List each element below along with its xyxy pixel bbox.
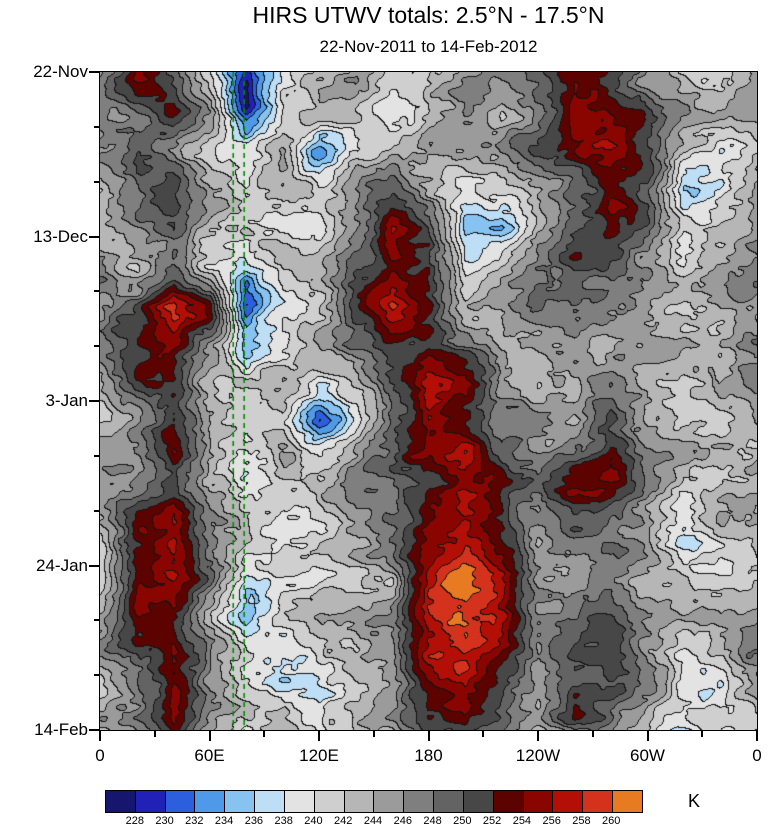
x-axis-major-tick xyxy=(537,731,539,741)
y-axis-tick-label: 24-Jan xyxy=(36,555,88,575)
x-axis-minor-tick xyxy=(482,731,485,737)
y-axis-tick-label: 14-Feb xyxy=(34,720,88,739)
y-axis-major-tick xyxy=(89,235,100,238)
x-axis-major-tick xyxy=(427,731,430,741)
colorbar-tick-label: 258 xyxy=(572,815,591,827)
colorbar-cell xyxy=(165,791,196,812)
y-axis-tick-label: 13-Dec xyxy=(33,226,88,246)
x-axis-tick-label: 120W xyxy=(515,746,561,765)
x-axis-tick-label: 0 xyxy=(752,746,762,765)
x-axis-major-tick xyxy=(208,731,211,741)
colorbar-tick-label: 238 xyxy=(274,815,293,827)
colorbar-tick-label: 234 xyxy=(214,815,234,827)
colorbar-cell xyxy=(106,791,136,812)
colorbar-cell xyxy=(374,791,405,812)
y-axis-minor-tick xyxy=(94,509,100,512)
plot-area xyxy=(99,71,758,731)
y-axis-tick-label: 3-Jan xyxy=(45,391,88,410)
x-axis-tick-label: 180 xyxy=(414,746,443,765)
colorbar-cell xyxy=(613,791,642,812)
colorbar-cell xyxy=(583,791,614,812)
x-axis-tick-label: 0 xyxy=(95,746,105,765)
y-axis-minor-tick xyxy=(94,125,100,128)
y-axis-minor-tick xyxy=(94,454,100,457)
colorbar-tick-label: 242 xyxy=(334,815,353,827)
x-axis-major-tick xyxy=(99,731,101,741)
colorbar-cell xyxy=(284,791,315,812)
y-axis-minor-tick xyxy=(94,290,100,293)
colorbar-cell xyxy=(493,791,524,812)
colorbar xyxy=(105,790,643,813)
colorbar-cell xyxy=(255,791,285,812)
colorbar-tick-label: 252 xyxy=(482,815,502,827)
x-axis-major-tick xyxy=(646,731,649,741)
colorbar-tick-label: 250 xyxy=(453,815,472,827)
y-axis-minor-tick xyxy=(94,674,100,677)
colorbar-tick-label: 260 xyxy=(602,815,621,827)
colorbar-cell xyxy=(553,791,584,812)
chart-title: HIRS UTWV totals: 2.5°N - 17.5°N xyxy=(252,2,605,28)
y-axis-minor-tick xyxy=(94,180,100,183)
colorbar-cell xyxy=(195,791,226,812)
x-axis-tick-label: 60W xyxy=(630,746,665,765)
colorbar-cell xyxy=(434,791,464,812)
y-axis-major-tick xyxy=(89,400,100,402)
colorbar-tick-label: 240 xyxy=(304,815,323,827)
x-axis-minor-tick xyxy=(701,731,704,737)
x-axis-minor-tick xyxy=(372,731,375,737)
colorbar-tick-label: 246 xyxy=(393,815,412,827)
y-axis-minor-tick xyxy=(94,619,100,622)
colorbar-cell xyxy=(523,791,554,812)
colorbar-tick-label: 248 xyxy=(423,815,442,827)
colorbar-tick-label: 232 xyxy=(185,815,204,827)
heatmap-canvas xyxy=(100,72,757,730)
chart-subtitle: 22-Nov-2011 to 14-Feb-2012 xyxy=(319,37,538,56)
y-axis-tick-label: 22-Nov xyxy=(33,62,88,81)
x-axis-minor-tick xyxy=(153,731,156,737)
colorbar-tick-label: 256 xyxy=(542,815,561,827)
y-axis-major-tick xyxy=(89,71,100,73)
x-axis-minor-tick xyxy=(263,731,266,737)
colorbar-tick-label: 244 xyxy=(363,815,383,827)
colorbar-tick-label: 230 xyxy=(155,815,174,827)
colorbar-cell xyxy=(135,791,166,812)
colorbar-unit-label: K xyxy=(688,791,701,811)
colorbar-tick-label: 236 xyxy=(244,815,264,827)
colorbar-tick-label: 228 xyxy=(125,815,144,827)
x-axis-tick-label: 60E xyxy=(194,746,225,765)
x-axis-major-tick xyxy=(318,731,320,741)
colorbar-cell xyxy=(314,791,345,812)
colorbar-tick-label: 254 xyxy=(512,815,532,827)
colorbar-cell xyxy=(463,791,494,812)
y-axis-major-tick xyxy=(89,729,100,731)
colorbar-cell xyxy=(225,791,256,812)
x-axis-tick-label: 120E xyxy=(299,746,339,765)
y-axis-minor-tick xyxy=(94,345,100,348)
x-axis-minor-tick xyxy=(591,731,594,737)
colorbar-cell xyxy=(404,791,435,812)
colorbar-cell xyxy=(344,791,375,812)
x-axis-major-tick xyxy=(756,731,758,741)
y-axis-major-tick xyxy=(89,564,100,567)
